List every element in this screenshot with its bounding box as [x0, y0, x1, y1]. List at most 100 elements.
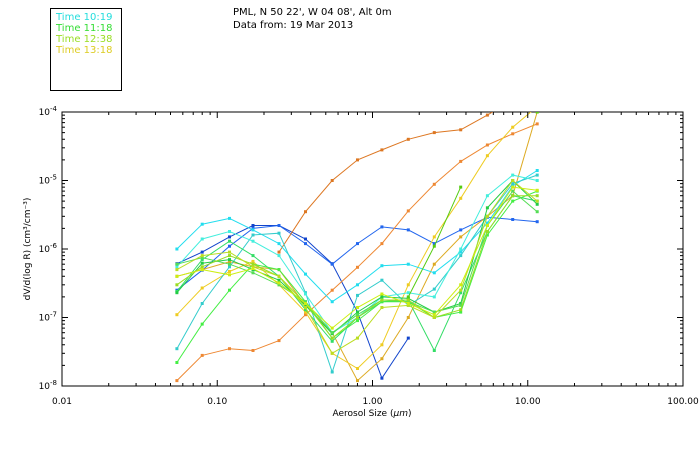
data-point [277, 254, 281, 258]
data-point [459, 128, 463, 132]
data-point [406, 316, 410, 319]
data-point [356, 367, 359, 370]
data-point [536, 105, 539, 108]
data-point [432, 235, 436, 239]
data-point [251, 254, 255, 258]
data-point [535, 169, 539, 172]
data-point [330, 326, 334, 330]
data-point [228, 250, 231, 254]
y-tick-label: 10-4 [39, 105, 58, 118]
data-point [304, 313, 307, 317]
data-point [406, 336, 410, 340]
data-point [380, 300, 384, 304]
tick-layer: 0.01 0.10 1.00 10.00 100.00 10-8 10-7 10-6 10-5 1… [39, 105, 699, 407]
data-point [485, 221, 489, 225]
data-point [330, 262, 334, 266]
data-point [200, 286, 204, 290]
data-point [459, 308, 463, 312]
series-16 [406, 112, 539, 299]
data-point [228, 244, 231, 248]
data-point [535, 188, 539, 192]
data-point [175, 265, 179, 269]
data-point [535, 112, 539, 114]
data-point [459, 283, 463, 287]
data-point [228, 347, 231, 351]
data-point [330, 179, 334, 182]
data-point [304, 306, 307, 309]
data-point [330, 300, 334, 304]
series-line [176, 174, 538, 334]
data-point [459, 291, 463, 295]
data-point [406, 298, 410, 302]
data-point [228, 260, 231, 264]
data-point [432, 244, 436, 248]
data-point [535, 220, 539, 224]
data-point [200, 250, 204, 254]
data-point [175, 291, 179, 295]
data-point [511, 199, 515, 203]
data-point [277, 278, 281, 282]
data-point [200, 222, 204, 226]
data-point [175, 379, 179, 383]
legend: Time 10:19 Time 11:18 Time 12:38 Time 13… [50, 8, 122, 91]
x-tick-label: 1.00 [362, 397, 382, 407]
data-point [380, 376, 384, 380]
series-line [278, 112, 494, 253]
data-point [277, 268, 281, 272]
station-info: PML, N 50 22', W 04 08', Alt 0m [233, 7, 392, 18]
data-point [432, 310, 436, 314]
data-point [200, 256, 204, 260]
data-point [432, 262, 436, 266]
data-point [459, 235, 463, 239]
data-point [228, 235, 231, 239]
data-point [406, 137, 410, 141]
data-point [459, 302, 463, 305]
data-point [304, 308, 307, 312]
data-point [304, 300, 307, 304]
data-point [380, 242, 384, 246]
x-tick-label: 0.01 [52, 397, 72, 407]
data-point [175, 313, 179, 317]
y-tick-label: 10-8 [39, 379, 57, 392]
data-point [485, 154, 489, 158]
data-point [380, 343, 384, 347]
data-point [304, 210, 307, 214]
data-point [459, 303, 463, 307]
data-point [356, 306, 359, 309]
x-tick-label: 10.00 [515, 397, 541, 407]
data-point [432, 295, 436, 299]
data-point [251, 267, 255, 270]
data-point [175, 361, 179, 364]
data-point [200, 322, 204, 326]
data-point [251, 262, 255, 266]
data-point [228, 288, 231, 292]
series-3 [175, 122, 539, 383]
data-point [200, 261, 204, 265]
data-point [459, 250, 463, 254]
legend-item: Time 10:19 [56, 12, 113, 23]
data-point [380, 225, 384, 229]
data-point [459, 228, 463, 232]
data-point [535, 122, 539, 126]
data-point [356, 158, 359, 162]
data-point [200, 237, 204, 241]
data-point [535, 199, 539, 203]
data-point [432, 313, 436, 317]
x-tick-label: 0.10 [207, 397, 227, 407]
data-point [511, 179, 515, 182]
y-axis-title: dV/d(log R) (cm³/cm⁻³) [23, 198, 33, 301]
data-point [175, 247, 179, 251]
data-point [406, 283, 410, 287]
x-tick-label: 100.00 [667, 397, 699, 407]
data-point [485, 233, 489, 237]
data-point [200, 258, 204, 262]
data-point [406, 228, 410, 232]
data-point [356, 336, 359, 340]
data-point [406, 295, 410, 299]
data-point [459, 196, 463, 200]
series-15 [175, 185, 539, 330]
data-point [356, 242, 359, 246]
series-2 [277, 112, 494, 254]
data-point [406, 291, 410, 295]
